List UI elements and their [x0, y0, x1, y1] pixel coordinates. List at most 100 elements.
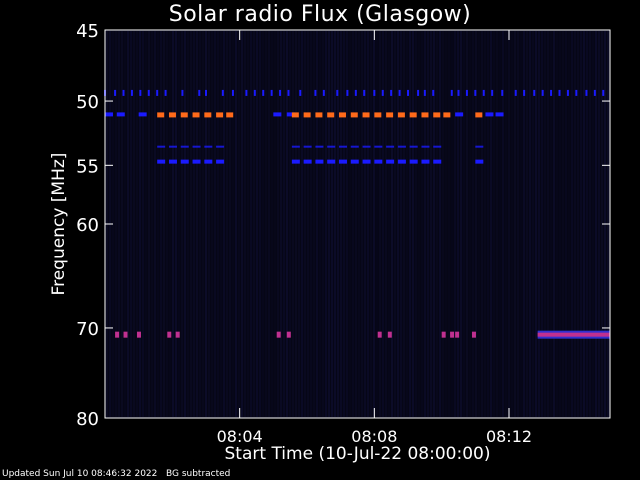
- blue-tick-mark: [270, 89, 273, 96]
- background-stripe: [118, 31, 120, 417]
- blue-tick-mark: [523, 89, 526, 96]
- blue-dash-mark: [180, 159, 189, 164]
- background-stripe: [532, 31, 534, 417]
- blue-tick-mark: [575, 89, 578, 96]
- magenta-burst-mark: [450, 331, 455, 338]
- background-stripe: [259, 31, 261, 417]
- magenta-burst-mark: [123, 331, 128, 338]
- background-stripe: [244, 31, 246, 417]
- orange-dash-mark: [303, 112, 311, 118]
- background-stripe: [457, 31, 459, 417]
- background-stripe: [412, 31, 414, 417]
- blue-tick-mark: [474, 89, 477, 96]
- orange-dash-mark: [226, 112, 234, 118]
- thin-blue-dash-mark: [204, 145, 213, 148]
- magenta-burst-mark: [441, 331, 446, 338]
- background-stripe: [409, 31, 411, 417]
- blue-tick-mark: [398, 89, 401, 96]
- background-stripe: [376, 31, 378, 417]
- y-axis: 45 50 55 60 70 80: [76, 21, 610, 430]
- blue-tick-mark: [593, 89, 596, 96]
- blue-dash-mark: [204, 159, 213, 164]
- background-stripe: [319, 31, 321, 417]
- orange-dash-mark: [291, 112, 299, 118]
- orange-dash-mark: [327, 112, 335, 118]
- blue-tick-mark: [363, 89, 366, 96]
- blue-dash-mark: [350, 159, 359, 164]
- background-stripe: [172, 31, 174, 417]
- blue-tick-mark: [566, 89, 569, 96]
- blue-tick-mark: [253, 89, 256, 96]
- thin-blue-dash-mark: [433, 145, 442, 148]
- y-tick-label: 50: [76, 92, 99, 113]
- blue-dash-mark: [105, 112, 113, 117]
- orange-dash-mark: [374, 112, 382, 118]
- blue-dash-mark: [495, 112, 504, 117]
- blue-dash-mark: [116, 112, 125, 117]
- background-stripe: [436, 31, 438, 417]
- background-stripe: [193, 31, 195, 417]
- background-stripe: [379, 31, 381, 417]
- background-stripe: [181, 31, 183, 417]
- background-stripe: [163, 31, 165, 417]
- background-stripe: [280, 31, 282, 417]
- thin-blue-dash-mark: [397, 145, 406, 148]
- background-stripe: [220, 31, 222, 417]
- background-stripe: [541, 31, 543, 417]
- magenta-burst-mark: [136, 331, 141, 338]
- bg-subtracted-note: BG subtracted: [165, 469, 231, 479]
- blue-tick-mark: [156, 89, 159, 96]
- background-stripe: [241, 31, 243, 417]
- background-stripe: [205, 31, 207, 417]
- blue-tick-mark: [122, 89, 125, 96]
- orange-dash-mark: [433, 112, 441, 118]
- background-stripe: [151, 31, 153, 417]
- blue-tick-mark: [231, 89, 234, 96]
- blue-dash-mark: [315, 159, 324, 164]
- background-stripe: [166, 31, 168, 417]
- blue-tick-mark: [417, 89, 420, 96]
- orange-dash-mark: [180, 112, 188, 118]
- blue-dash-mark: [291, 159, 300, 164]
- magenta-burst-mark: [387, 331, 392, 338]
- orange-dash-mark: [397, 112, 405, 118]
- background-stripe: [460, 31, 462, 417]
- background-stripe: [331, 31, 333, 417]
- background-stripe: [355, 31, 357, 417]
- background-stripe: [451, 31, 453, 417]
- background-stripe: [262, 31, 264, 417]
- background-stripe: [199, 31, 201, 417]
- background-stripe: [388, 31, 390, 417]
- background-stripe: [295, 31, 297, 417]
- blue-tick-mark: [381, 89, 384, 96]
- background-stripe: [511, 31, 513, 417]
- blue-dash-mark: [485, 112, 494, 117]
- orange-dash-mark: [204, 112, 212, 118]
- blue-tick-mark: [450, 89, 453, 96]
- background-stripe: [481, 31, 483, 417]
- blue-tick-mark: [287, 89, 290, 96]
- blue-tick-mark: [491, 89, 494, 96]
- background-stripe: [256, 31, 258, 417]
- plot-area: [105, 30, 610, 418]
- background-stripe: [127, 31, 129, 417]
- magenta-burst-mark: [276, 331, 281, 338]
- background-stripe: [586, 31, 588, 417]
- blue-tick-mark: [147, 89, 150, 96]
- background-stripe: [328, 31, 330, 417]
- background-stripe: [247, 31, 249, 417]
- thin-blue-dash-mark: [157, 145, 166, 148]
- blue-tick-mark: [550, 89, 553, 96]
- thin-blue-dash-mark: [362, 145, 371, 148]
- background-stripe: [553, 31, 555, 417]
- background-stripe: [370, 31, 372, 417]
- background-stripe: [274, 31, 276, 417]
- blue-dash-mark: [475, 159, 484, 164]
- background-stripe: [583, 31, 585, 417]
- background-stripe: [415, 31, 417, 417]
- background-stripe: [472, 31, 474, 417]
- blue-tick-mark: [514, 89, 517, 96]
- background-stripe: [184, 31, 186, 417]
- blue-tick-mark: [541, 89, 544, 96]
